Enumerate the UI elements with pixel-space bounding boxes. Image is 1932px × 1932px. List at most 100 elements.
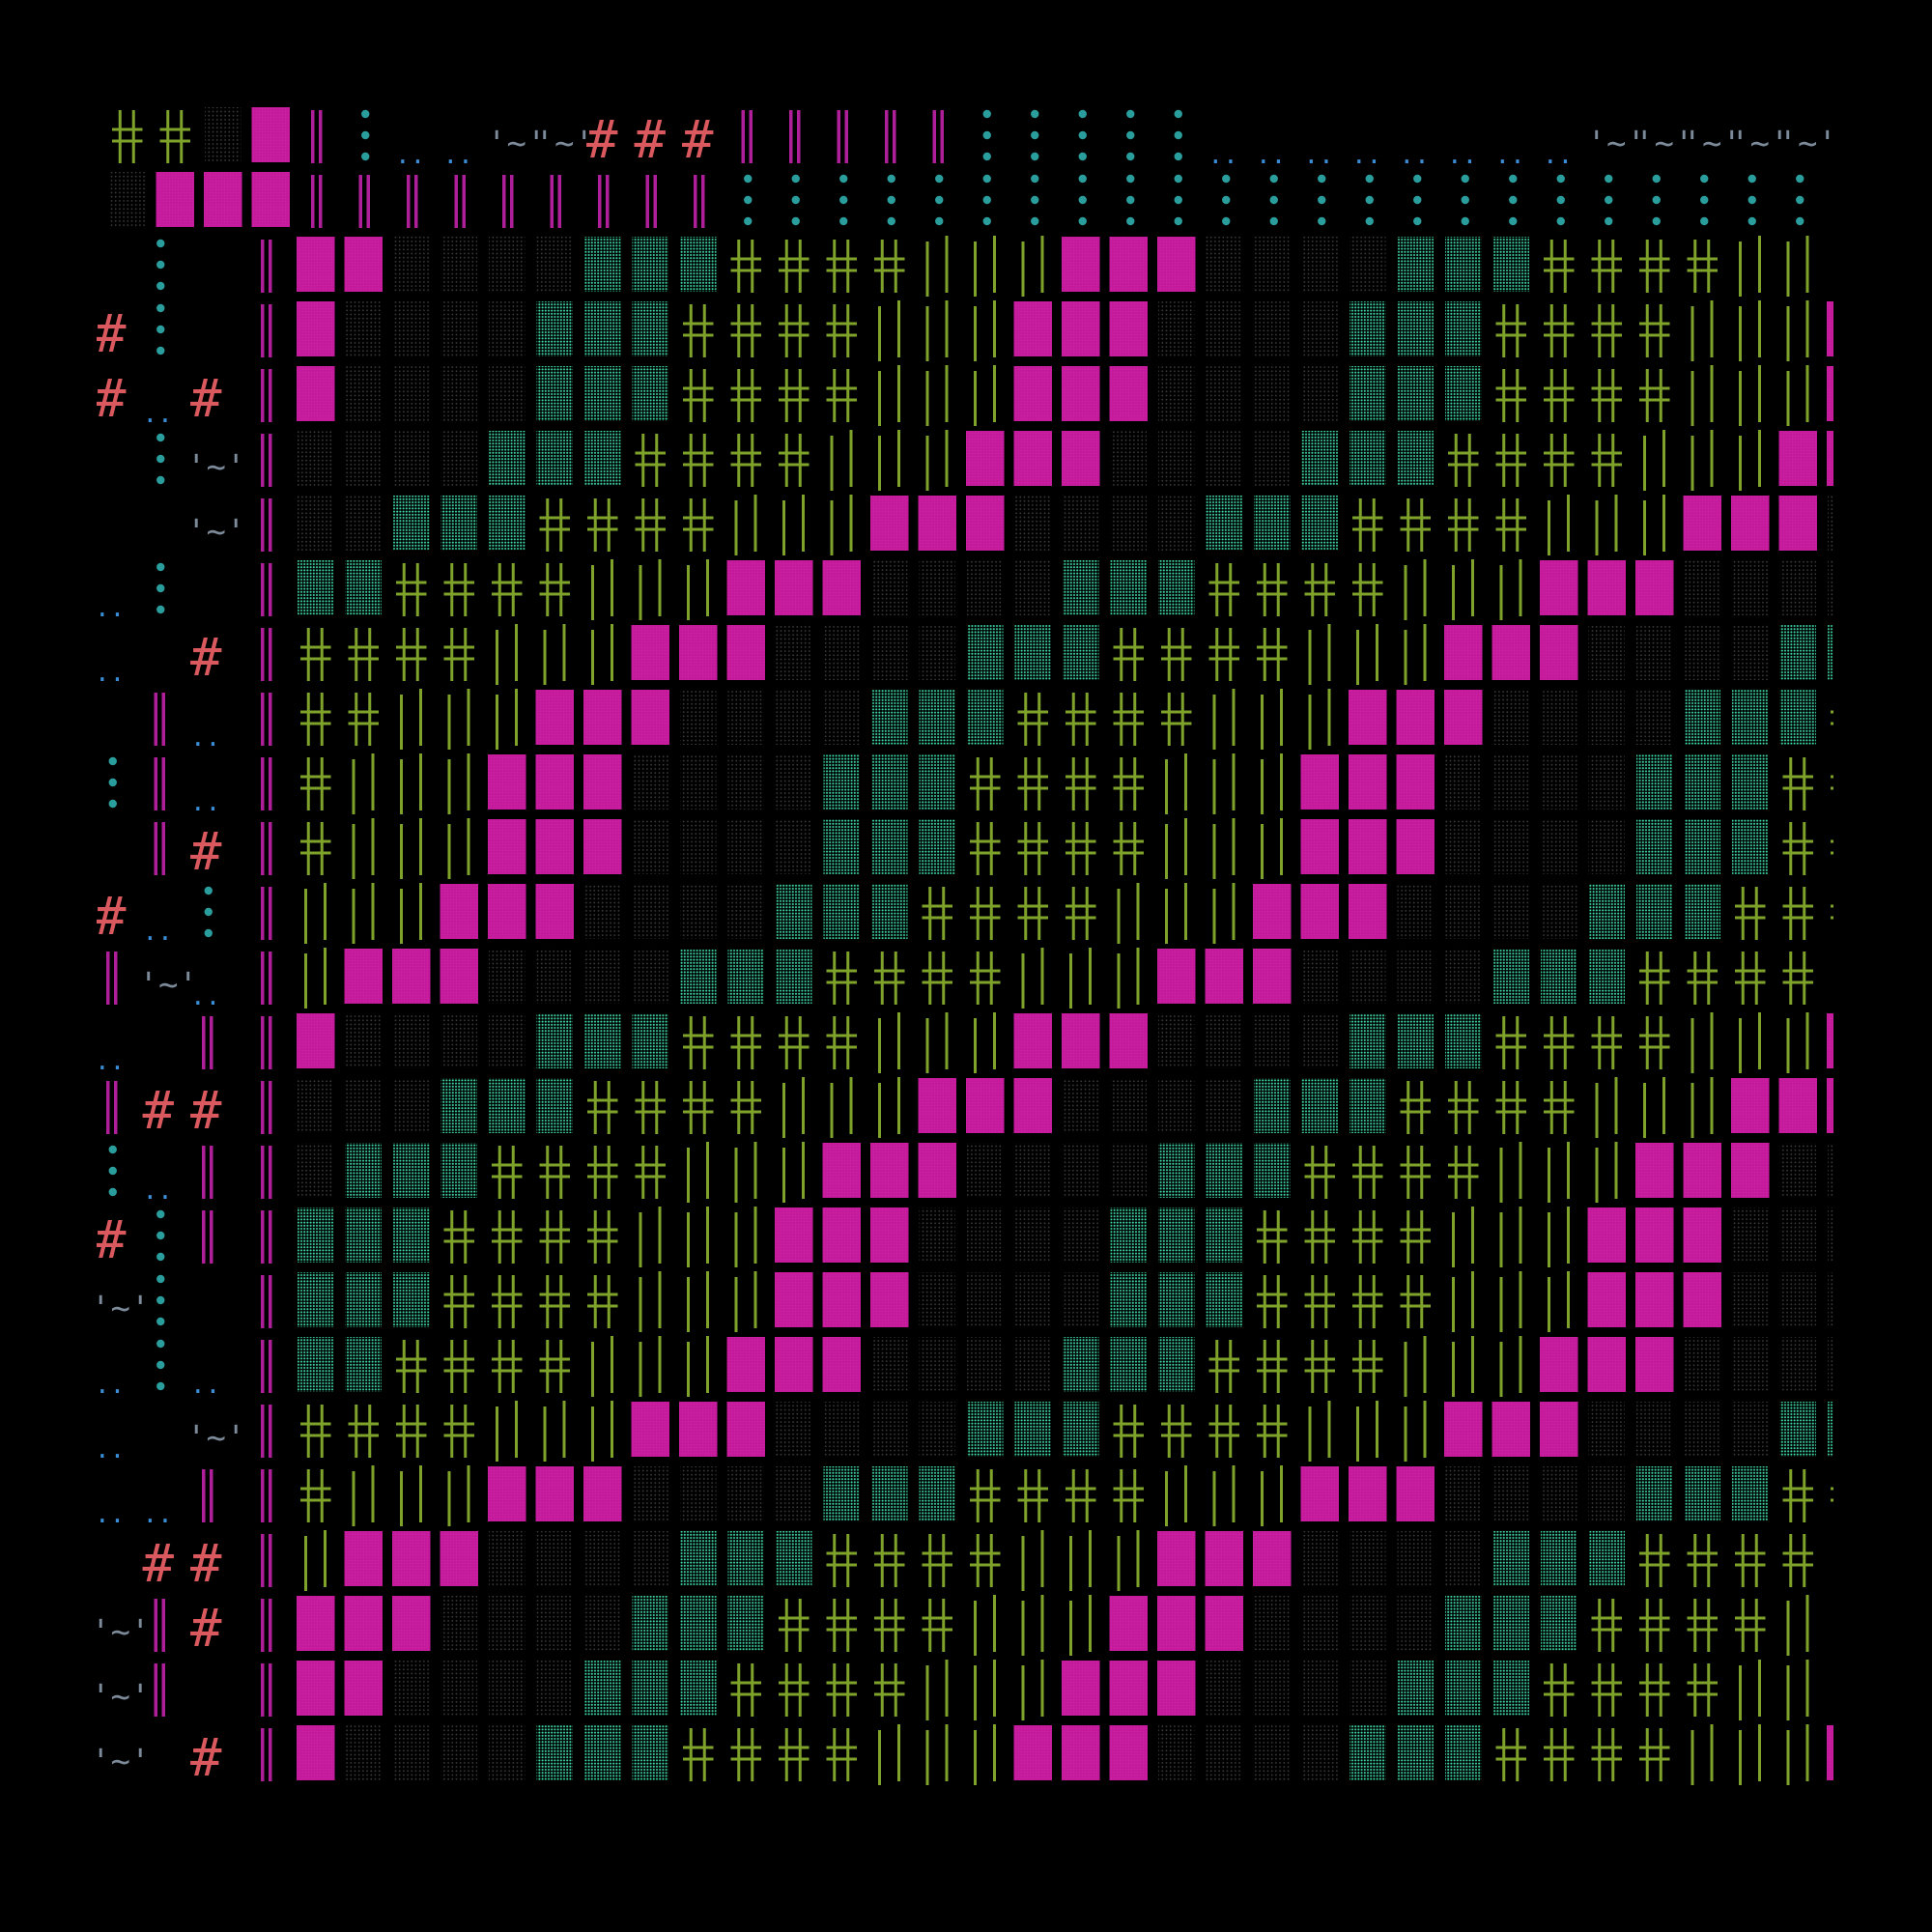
olive-bars: [447, 1471, 451, 1526]
mint-stipple: [1779, 1402, 1816, 1457]
olive-cross: [1071, 887, 1075, 940]
olive-cross: [1837, 757, 1840, 810]
olive-cross: [1789, 757, 1793, 810]
olive-cross: [1837, 822, 1840, 875]
olive-bars: [1834, 1536, 1837, 1591]
olive-bars: [447, 759, 451, 814]
olive-bars: [830, 436, 834, 491]
teal-dots: [156, 1360, 165, 1370]
teal-dots: [1700, 174, 1709, 184]
olive-cross: [1406, 498, 1410, 552]
teal-dots: [156, 475, 165, 485]
dim-stipple: [1301, 237, 1338, 292]
mint-stipple: [1779, 625, 1816, 680]
mint-stipple: [967, 1402, 1004, 1457]
olive-cross: [1358, 498, 1362, 552]
dim-stipple: [584, 1596, 621, 1651]
tilde-glyph: '~': [186, 448, 245, 487]
hash-glyph: #: [95, 368, 127, 429]
olive-cross: [1071, 1469, 1075, 1522]
olive-bars: [639, 1212, 642, 1267]
dim-stipple: [1301, 301, 1338, 356]
olive-bars: [925, 306, 929, 361]
olive-cross: [1358, 563, 1362, 616]
mint-stipple: [919, 690, 955, 745]
hash-glyph: #: [95, 1209, 127, 1270]
mint-stipple: [1110, 1337, 1147, 1392]
separator-bar: [261, 434, 265, 487]
teal-dots: [1318, 195, 1326, 205]
blue-dots: ..: [95, 659, 125, 688]
teal-dots: [1318, 216, 1326, 226]
mint-stipple: [632, 237, 668, 292]
mint-stipple: [489, 1078, 526, 1133]
dim-stipple: [1588, 1402, 1625, 1457]
dim-stipple: [776, 1402, 812, 1457]
separator-bar: [261, 1146, 265, 1199]
dim-stipple: [345, 496, 382, 551]
dim-stipple: [1779, 1337, 1816, 1392]
mint-stipple: [967, 690, 1004, 745]
dim-stipple: [1350, 1661, 1386, 1716]
mint-stipple: [1397, 301, 1434, 356]
mint-stipple: [440, 1143, 477, 1198]
tilde-glyph: '~': [1683, 125, 1742, 163]
olive-bars: [1021, 1665, 1025, 1720]
olive-cross: [1167, 1405, 1171, 1458]
teal-dots: [1031, 109, 1039, 119]
teal-dots: [1078, 216, 1087, 226]
magenta-bar: [598, 175, 602, 228]
olive-cross: [1885, 693, 1888, 746]
olive-cross: [1837, 693, 1840, 746]
olive-cross: [1693, 1599, 1697, 1652]
mint-stipple: [1636, 884, 1673, 939]
olive-bars: [1021, 953, 1025, 1009]
dim-stipple: [584, 884, 621, 939]
magenta-bar: [202, 1469, 206, 1522]
dim-stipple: [1492, 1466, 1529, 1521]
olive-cross: [784, 1599, 788, 1652]
mint-stipple: [1684, 884, 1720, 939]
olive-cross: [450, 1275, 454, 1328]
olive-cross: [1358, 1146, 1362, 1199]
teal-dots: [1365, 216, 1374, 226]
olive-cross: [1645, 369, 1649, 422]
blue-dots: ..: [190, 724, 220, 753]
magenta-bar: [202, 1016, 206, 1069]
olive-bars: [1786, 371, 1790, 426]
olive-cross: [737, 369, 741, 422]
olive-cross: [1549, 1728, 1553, 1781]
dim-stipple: [1014, 1337, 1051, 1392]
hash-glyph: #: [190, 1533, 222, 1594]
olive-cross: [593, 498, 597, 552]
dim-stipple: [680, 884, 717, 939]
teal-dots: [1031, 216, 1039, 226]
olive-cross: [306, 693, 310, 746]
teal-dots: [1509, 174, 1518, 184]
dim-stipple: [1779, 1143, 1816, 1198]
mint-stipple: [1063, 1337, 1099, 1392]
dim-stipple: [489, 1661, 526, 1716]
mint-stipple: [1350, 431, 1386, 486]
olive-bars: [1165, 824, 1168, 879]
dim-stipple: [871, 1402, 908, 1457]
mint-stipple: [632, 366, 668, 421]
olive-bars: [1021, 1536, 1025, 1591]
separator-bar: [261, 1534, 265, 1587]
olive-bars: [1021, 242, 1025, 297]
dim-stipple: [489, 1725, 526, 1780]
mint-stipple: [489, 431, 526, 486]
dim-stipple: [632, 949, 668, 1004]
olive-bars: [1499, 565, 1503, 620]
olive-bars: [304, 1536, 307, 1591]
dim-stipple: [440, 301, 477, 356]
olive-cross: [976, 1469, 980, 1522]
olive-cross: [355, 628, 358, 681]
olive-cross: [1311, 563, 1315, 616]
olive-cross: [784, 240, 788, 293]
olive-cross: [784, 1016, 788, 1069]
olive-bars: [1690, 1730, 1694, 1785]
olive-bars: [1261, 695, 1264, 750]
olive-cross: [1167, 693, 1171, 746]
olive-cross: [306, 757, 310, 810]
